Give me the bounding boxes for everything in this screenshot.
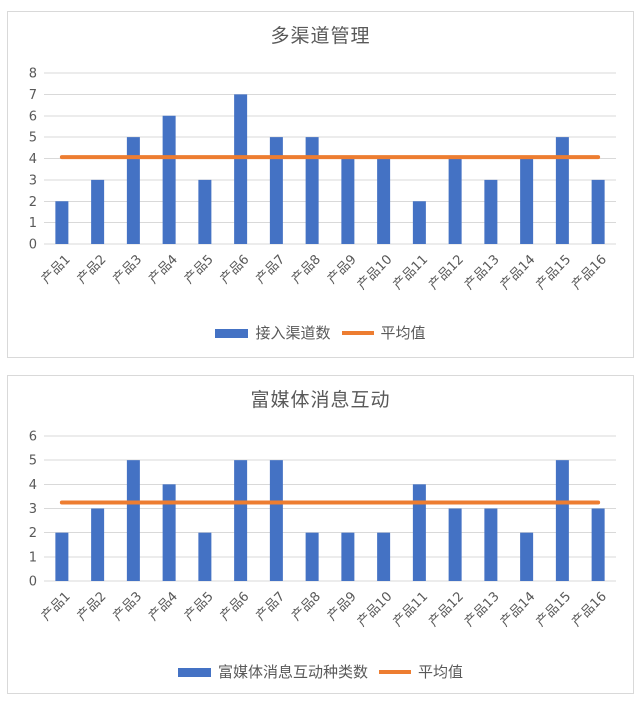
svg-text:产品5: 产品5 xyxy=(182,589,217,624)
chart-legend: 接入渠道数 平均值 xyxy=(8,324,633,342)
svg-text:产品13: 产品13 xyxy=(462,589,503,630)
svg-text:3: 3 xyxy=(29,502,37,517)
svg-text:产品1: 产品1 xyxy=(39,589,74,624)
svg-text:5: 5 xyxy=(29,454,37,469)
svg-text:产品10: 产品10 xyxy=(355,252,396,293)
legend-bar-label: 接入渠道数 xyxy=(255,324,331,342)
svg-text:产品3: 产品3 xyxy=(110,589,145,624)
svg-text:产品8: 产品8 xyxy=(289,589,324,624)
svg-text:产品16: 产品16 xyxy=(569,252,610,293)
svg-text:产品13: 产品13 xyxy=(462,252,503,293)
chart-card-multichannel: 多渠道管理 0 1 2 3 4 5 6 7 8 产品1 产品2 产品3 产品4 产品5 产品6 产品7 产品8 产… xyxy=(7,11,634,358)
svg-text:6: 6 xyxy=(29,430,37,445)
svg-text:8: 8 xyxy=(29,67,37,82)
svg-text:产品3: 产品3 xyxy=(110,252,145,287)
svg-text:产品15: 产品15 xyxy=(534,252,575,293)
svg-text:产品5: 产品5 xyxy=(182,252,217,287)
legend-line-label: 平均值 xyxy=(418,663,464,681)
svg-text:产品11: 产品11 xyxy=(391,252,432,293)
svg-text:4: 4 xyxy=(29,152,37,167)
legend-bar-swatch xyxy=(215,328,249,338)
svg-text:7: 7 xyxy=(29,88,37,103)
chart-title: 多渠道管理 xyxy=(270,25,371,47)
svg-text:1: 1 xyxy=(29,216,37,231)
legend-line-swatch xyxy=(341,331,374,335)
svg-text:6: 6 xyxy=(29,109,37,124)
svg-text:产品10: 产品10 xyxy=(355,589,396,630)
svg-text:产品15: 产品15 xyxy=(534,589,575,630)
legend-bar-swatch xyxy=(177,667,211,677)
svg-text:3: 3 xyxy=(29,173,37,188)
svg-text:5: 5 xyxy=(29,131,37,146)
svg-text:产品14: 产品14 xyxy=(498,252,539,293)
chart-legend: 富媒体消息互动种类数 平均值 xyxy=(8,663,633,681)
svg-text:产品7: 产品7 xyxy=(253,252,288,287)
svg-text:产品16: 产品16 xyxy=(569,589,610,630)
legend-bar-label: 富媒体消息互动种类数 xyxy=(217,663,368,681)
svg-text:产品2: 产品2 xyxy=(75,252,110,287)
legend-line-label: 平均值 xyxy=(380,324,426,342)
svg-text:2: 2 xyxy=(29,526,37,541)
svg-text:2: 2 xyxy=(29,195,37,210)
svg-text:4: 4 xyxy=(29,478,37,493)
svg-text:产品2: 产品2 xyxy=(75,589,110,624)
svg-text:产品4: 产品4 xyxy=(146,589,181,624)
svg-text:产品12: 产品12 xyxy=(426,589,467,630)
svg-text:0: 0 xyxy=(29,238,37,253)
svg-text:产品6: 产品6 xyxy=(218,252,253,287)
svg-text:产品1: 产品1 xyxy=(39,252,74,287)
svg-text:产品8: 产品8 xyxy=(289,252,324,287)
svg-text:产品12: 产品12 xyxy=(426,252,467,293)
svg-text:1: 1 xyxy=(29,550,37,565)
chart-card-richmedia: 富媒体消息互动 0 1 2 3 4 5 6 产品1 产品2 产品3 产品4 产品5 产品6 产品7 产品8 产… xyxy=(7,375,634,694)
chart-title: 富媒体消息互动 xyxy=(250,389,391,411)
svg-text:产品6: 产品6 xyxy=(218,589,253,624)
svg-text:0: 0 xyxy=(29,575,37,590)
svg-text:产品7: 产品7 xyxy=(253,589,288,624)
legend-line-swatch xyxy=(379,670,411,674)
svg-text:产品14: 产品14 xyxy=(498,589,539,630)
svg-text:产品4: 产品4 xyxy=(146,252,181,287)
svg-text:产品11: 产品11 xyxy=(391,589,432,630)
